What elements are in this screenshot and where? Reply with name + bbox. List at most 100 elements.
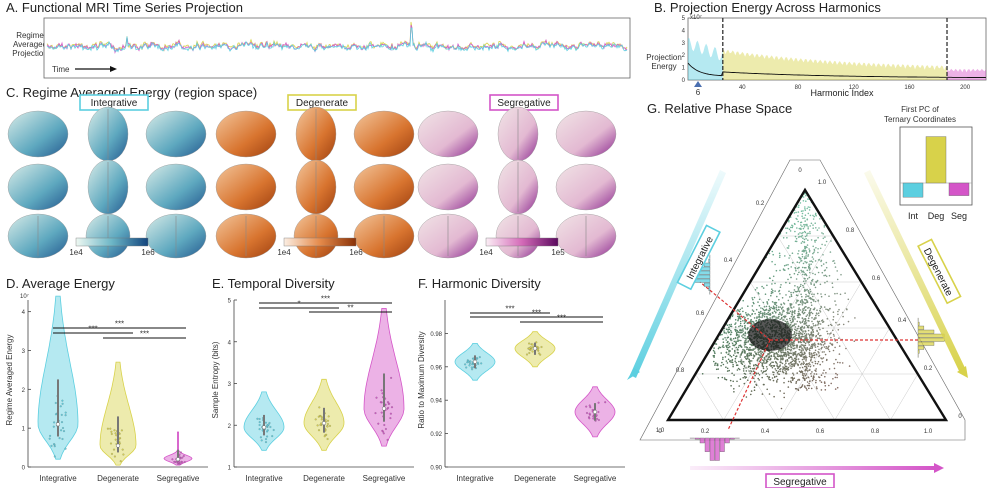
ternary-point [756,287,758,289]
ternary-point [796,273,799,276]
ternary-point [798,307,800,309]
ternary-point [748,349,750,352]
ternary-point [811,326,814,329]
violin-d-point [110,430,113,433]
ternary-point [821,271,824,274]
ternary-point [762,313,764,316]
ternary-point [806,326,809,329]
ternary-point [836,341,838,344]
ternary-point [807,198,809,200]
ternary-point [814,260,817,262]
ternary-point [831,286,834,289]
ternary-point [739,344,742,347]
ternary-point [809,365,812,368]
ternary-hist-int [703,262,711,267]
ternary-point [798,361,801,363]
ternary-point [804,302,807,305]
panel-e-ytick-2: 2 [228,424,232,430]
ternary-outer-frame [639,159,966,441]
ternary-point [800,354,803,356]
ternary-point [791,376,794,379]
ternary-point [741,307,743,309]
ternary-point [819,337,821,340]
ternary-point [813,373,816,375]
ternary-point [794,353,797,355]
ternary-point [805,289,807,292]
ternary-point [837,324,839,326]
ternary-point [810,263,812,266]
violin-d-point [62,430,65,433]
ternary-point [797,325,800,328]
ternary-point [810,297,812,300]
violin-f-point [470,366,473,369]
ternary-point [799,367,801,369]
ternary-point [779,390,781,392]
ternary-point [782,309,785,312]
ternary-point [788,282,791,285]
ternary-point [801,295,803,298]
panel-f-sig-label-Deg-Seg: *** [557,314,566,323]
ternary-point [802,231,804,234]
ternary-point [805,200,807,202]
ternary-point [765,308,768,311]
ternary-point [832,329,834,332]
ternary-point [792,352,794,354]
ternary-point [805,250,807,252]
ternary-point [799,300,802,302]
ternary-point [788,245,790,247]
panel-f-ytick-0.96: 0.96 [430,365,442,371]
ternary-point [747,357,749,360]
ternary-point [794,309,796,312]
violin-f-point [592,415,595,418]
ternary-point [747,327,749,329]
ternary-point [784,369,786,371]
ternary-point [786,346,789,348]
panel-f-xtick-segregative: Segregative [574,474,617,483]
ternary-point [830,382,832,385]
ternary-point [790,341,792,344]
ternary-point [763,361,765,363]
ternary-point [726,362,729,364]
ternary-point [794,240,797,243]
panel-d-xtick-segregative: Segregative [157,474,200,483]
ternary-point [824,244,826,246]
ternary-point [796,227,798,229]
violin-f-point [588,404,591,407]
ternary-point [822,357,825,359]
ternary-point [721,346,724,348]
ternary-point [717,377,720,379]
panel-c-label-integrative: Integrative [91,98,138,109]
ternary-point [832,333,835,336]
ternary-point [794,266,796,269]
ternary-point [716,364,718,367]
ternary-point [744,341,746,344]
ternary-point [838,353,841,355]
ternary-point [808,313,811,316]
ternary-point [794,335,796,338]
ternary-point [804,368,807,371]
ternary-point [743,350,746,353]
ternary-point [824,293,826,296]
ternary-point [807,227,809,230]
violin-f-point [604,401,607,404]
ternary-point [774,356,777,359]
violin-e-point [326,423,329,426]
ternary-point [738,334,740,336]
violin-f-point [471,363,474,366]
ternary-point [733,340,736,343]
ternary-point [777,370,780,373]
ternary-point [735,332,738,334]
ternary-point [772,351,774,354]
ternary-point [805,274,808,277]
violin-d-point [119,460,122,463]
ternary-point [807,232,809,235]
ternary-point [807,226,809,228]
ternary-point [815,214,817,217]
panel-a-ylabel-line3: Projection [12,49,48,58]
ternary-point [737,367,740,370]
ternary-point [810,375,813,378]
ternary-tick-int-1: 0.2 [756,201,765,207]
ternary-point [825,275,828,278]
ternary-point [804,278,806,280]
ternary-point [829,323,832,326]
